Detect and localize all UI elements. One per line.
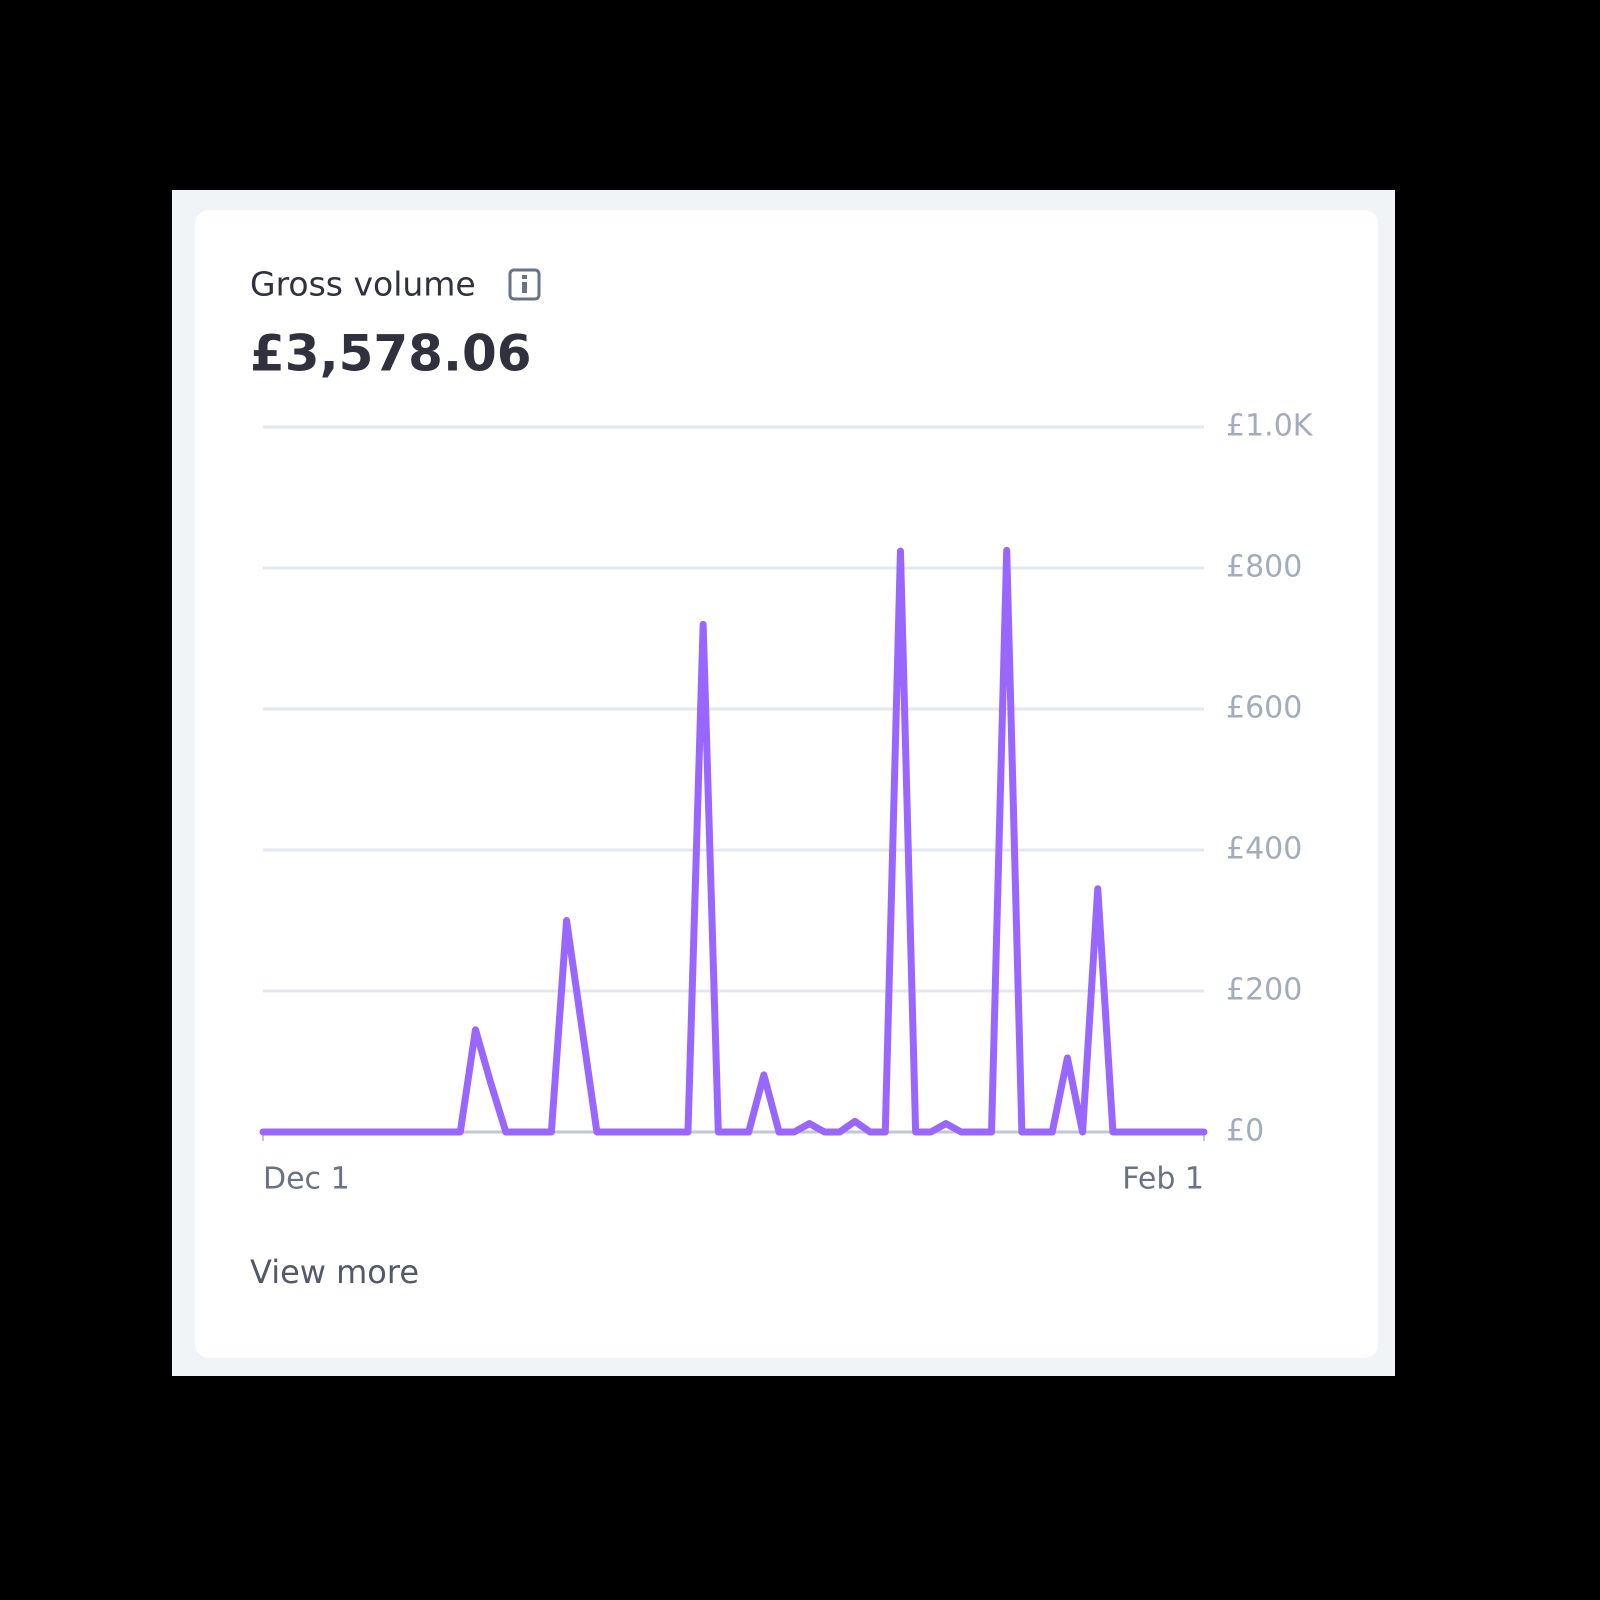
- y-tick-label: £0: [1226, 1114, 1264, 1149]
- y-tick-label: £800: [1226, 550, 1302, 585]
- x-tick-label: Feb 1: [1122, 1162, 1204, 1197]
- info-icon[interactable]: [508, 268, 541, 301]
- y-tick-label: £600: [1226, 691, 1302, 726]
- y-tick-label: £400: [1226, 832, 1302, 867]
- x-tick-label: Dec 1: [263, 1162, 350, 1197]
- y-tick-label: £200: [1226, 973, 1302, 1008]
- total-value: £3,578.06: [250, 325, 532, 383]
- series-line: [259, 546, 1208, 1136]
- y-tick-label: £1.0K: [1226, 409, 1314, 444]
- card-title: Gross volume: [250, 265, 476, 304]
- view-more-link[interactable]: View more: [250, 1253, 419, 1291]
